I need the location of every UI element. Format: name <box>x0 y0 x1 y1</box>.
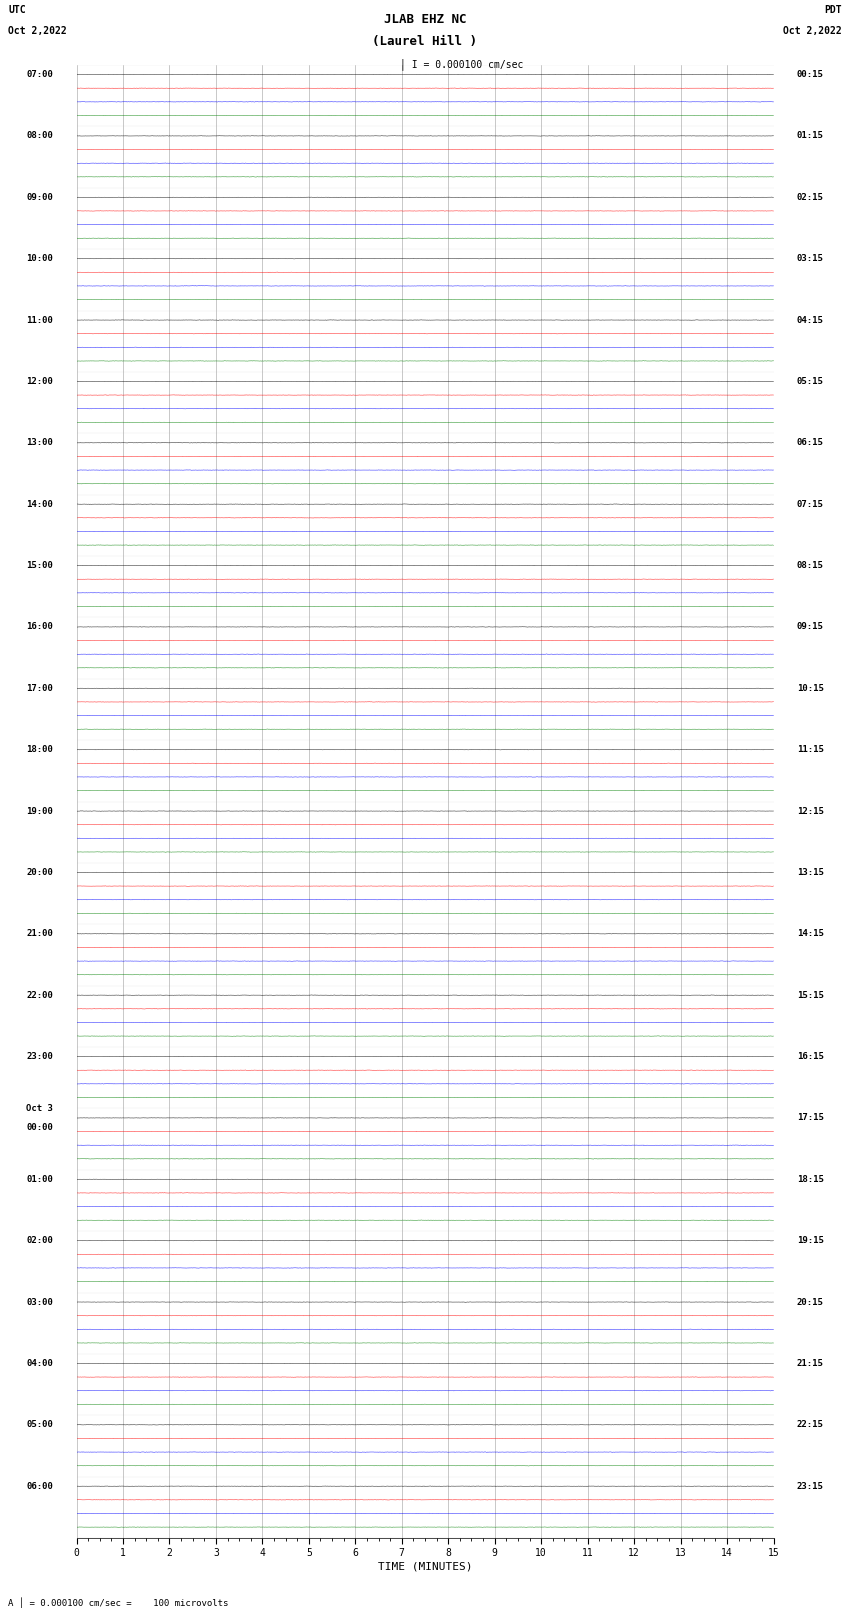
Text: 01:00: 01:00 <box>26 1174 54 1184</box>
Text: 09:00: 09:00 <box>26 194 54 202</box>
Text: UTC: UTC <box>8 5 26 15</box>
Text: JLAB EHZ NC: JLAB EHZ NC <box>383 13 467 26</box>
Text: A │ = 0.000100 cm/sec =    100 microvolts: A │ = 0.000100 cm/sec = 100 microvolts <box>8 1597 229 1608</box>
Text: 21:15: 21:15 <box>796 1358 824 1368</box>
Text: 10:00: 10:00 <box>26 255 54 263</box>
Text: 05:15: 05:15 <box>796 377 824 386</box>
Text: 01:15: 01:15 <box>796 131 824 140</box>
Text: 15:15: 15:15 <box>796 990 824 1000</box>
Text: 23:15: 23:15 <box>796 1482 824 1490</box>
Text: 12:15: 12:15 <box>796 806 824 816</box>
Text: 17:00: 17:00 <box>26 684 54 694</box>
Text: 08:15: 08:15 <box>796 561 824 569</box>
Text: Oct 3: Oct 3 <box>26 1105 54 1113</box>
Text: 22:00: 22:00 <box>26 990 54 1000</box>
Text: 16:00: 16:00 <box>26 623 54 631</box>
Text: 19:15: 19:15 <box>796 1236 824 1245</box>
Text: PDT: PDT <box>824 5 842 15</box>
Text: 18:00: 18:00 <box>26 745 54 755</box>
Text: 03:00: 03:00 <box>26 1297 54 1307</box>
Text: 06:15: 06:15 <box>796 439 824 447</box>
Text: 11:00: 11:00 <box>26 316 54 324</box>
Text: Oct 2,2022: Oct 2,2022 <box>8 26 67 35</box>
Text: 00:00: 00:00 <box>26 1123 54 1132</box>
Text: 23:00: 23:00 <box>26 1052 54 1061</box>
Text: 18:15: 18:15 <box>796 1174 824 1184</box>
Text: (Laurel Hill ): (Laurel Hill ) <box>372 35 478 48</box>
Text: 13:00: 13:00 <box>26 439 54 447</box>
Text: │ I = 0.000100 cm/sec: │ I = 0.000100 cm/sec <box>400 58 523 69</box>
Text: 14:00: 14:00 <box>26 500 54 508</box>
Text: 22:15: 22:15 <box>796 1421 824 1429</box>
Text: 13:15: 13:15 <box>796 868 824 877</box>
Text: 20:00: 20:00 <box>26 868 54 877</box>
Text: 04:00: 04:00 <box>26 1358 54 1368</box>
Text: 14:15: 14:15 <box>796 929 824 939</box>
Text: 08:00: 08:00 <box>26 131 54 140</box>
Text: 09:15: 09:15 <box>796 623 824 631</box>
Text: 16:15: 16:15 <box>796 1052 824 1061</box>
Text: 02:00: 02:00 <box>26 1236 54 1245</box>
Text: 12:00: 12:00 <box>26 377 54 386</box>
Text: 19:00: 19:00 <box>26 806 54 816</box>
Text: 04:15: 04:15 <box>796 316 824 324</box>
Text: 06:00: 06:00 <box>26 1482 54 1490</box>
Text: 11:15: 11:15 <box>796 745 824 755</box>
Text: 02:15: 02:15 <box>796 194 824 202</box>
X-axis label: TIME (MINUTES): TIME (MINUTES) <box>377 1561 473 1571</box>
Text: 03:15: 03:15 <box>796 255 824 263</box>
Text: 07:15: 07:15 <box>796 500 824 508</box>
Text: 21:00: 21:00 <box>26 929 54 939</box>
Text: 05:00: 05:00 <box>26 1421 54 1429</box>
Text: 15:00: 15:00 <box>26 561 54 569</box>
Text: 07:00: 07:00 <box>26 69 54 79</box>
Text: Oct 2,2022: Oct 2,2022 <box>783 26 842 35</box>
Text: 10:15: 10:15 <box>796 684 824 694</box>
Text: 20:15: 20:15 <box>796 1297 824 1307</box>
Text: 17:15: 17:15 <box>796 1113 824 1123</box>
Text: 00:15: 00:15 <box>796 69 824 79</box>
